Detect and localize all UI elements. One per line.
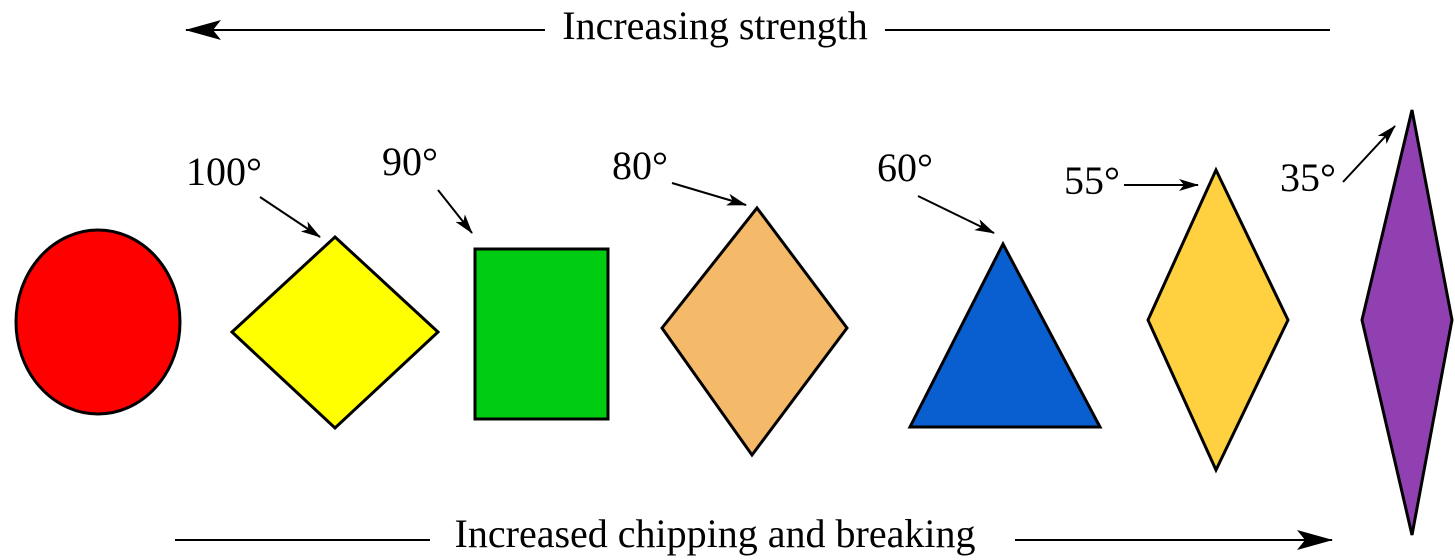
angle-label: 35° bbox=[1280, 155, 1336, 200]
diamond-80 bbox=[660, 205, 849, 458]
angle-label: 55° bbox=[1064, 158, 1120, 203]
angle-label: 80° bbox=[612, 143, 668, 188]
pointer bbox=[917, 195, 995, 234]
triangle-60 bbox=[907, 240, 1103, 429]
top-label: Increasing strength bbox=[562, 3, 867, 48]
angle-label: 100° bbox=[186, 149, 262, 194]
pointer bbox=[1342, 125, 1396, 183]
pointer bbox=[671, 182, 747, 206]
pointer bbox=[259, 196, 321, 238]
diamond-100 bbox=[229, 234, 441, 431]
diamond-35 bbox=[1360, 109, 1454, 536]
square-90 bbox=[473, 247, 610, 421]
pointer bbox=[437, 189, 473, 234]
angle-label: 60° bbox=[877, 145, 933, 190]
diamond-55 bbox=[1146, 166, 1290, 474]
bottom-label: Increased chipping and breaking bbox=[455, 511, 976, 556]
circle bbox=[14, 228, 182, 416]
angle-label: 90° bbox=[382, 139, 438, 184]
